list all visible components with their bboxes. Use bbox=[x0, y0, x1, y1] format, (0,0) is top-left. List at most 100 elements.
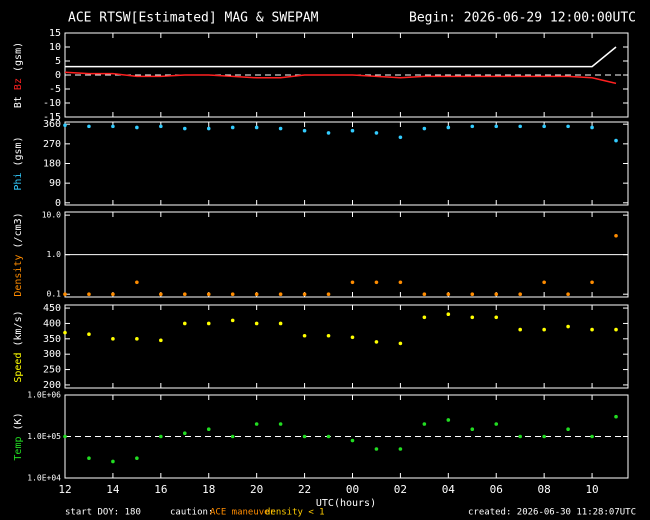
y-tick-label: 400 bbox=[43, 318, 61, 329]
footer-created: created: 2026-06-30 11:28:07UTC bbox=[468, 508, 636, 518]
x-tick-label: 04 bbox=[442, 483, 456, 496]
unit-label: (gsm) bbox=[13, 136, 24, 166]
chart-title: ACE RTSW[Estimated] MAG & SWEPAM bbox=[68, 11, 319, 26]
data-point bbox=[230, 434, 235, 439]
data-point bbox=[590, 434, 594, 439]
x-axis-label: UTC(hours) bbox=[316, 498, 376, 509]
data-point bbox=[494, 292, 499, 297]
footer-caution: caution: bbox=[170, 508, 213, 518]
data-point bbox=[87, 124, 91, 129]
data-point bbox=[135, 337, 139, 341]
y-tick-label: -5 bbox=[49, 84, 61, 95]
data-point bbox=[470, 315, 475, 320]
data-point bbox=[518, 434, 522, 439]
y-tick-label: 250 bbox=[43, 365, 61, 376]
data-point bbox=[350, 438, 355, 443]
y-tick-label: 450 bbox=[43, 303, 61, 314]
data-point bbox=[159, 434, 163, 439]
data-point bbox=[135, 456, 139, 460]
unit-label: (K) bbox=[13, 412, 24, 430]
data-point bbox=[518, 292, 522, 297]
data-point bbox=[302, 434, 307, 439]
data-point bbox=[230, 292, 235, 297]
data-point bbox=[87, 332, 91, 337]
data-point bbox=[374, 340, 379, 344]
y-tick-label: 350 bbox=[43, 334, 61, 345]
data-point bbox=[350, 280, 355, 285]
data-point bbox=[422, 292, 427, 297]
data-point bbox=[254, 125, 259, 130]
legend-entry: Density bbox=[13, 255, 24, 297]
data-point bbox=[542, 124, 546, 129]
data-point bbox=[518, 124, 522, 129]
legend-entry: Bz bbox=[13, 78, 24, 90]
legend-entry: Bt bbox=[13, 96, 24, 108]
y-tick-label: 200 bbox=[43, 380, 61, 391]
data-point bbox=[542, 280, 546, 285]
footer-start: start DOY: 180 bbox=[65, 508, 141, 518]
data-point bbox=[206, 427, 211, 431]
y-axis-label: Phi (gsm) bbox=[13, 136, 24, 190]
y-tick-label: 10 bbox=[49, 42, 61, 53]
data-point bbox=[542, 327, 546, 332]
data-point bbox=[590, 125, 594, 130]
data-point bbox=[135, 280, 139, 285]
series-line bbox=[65, 46, 617, 68]
data-point bbox=[159, 338, 163, 343]
data-point bbox=[302, 292, 307, 297]
data-point bbox=[566, 124, 570, 129]
data-point bbox=[398, 280, 403, 285]
begin-time: Begin: 2026-06-29 12:00:00UTC bbox=[409, 11, 636, 26]
data-point bbox=[350, 128, 355, 133]
data-point bbox=[566, 292, 570, 297]
data-point bbox=[302, 333, 307, 338]
panel-frame bbox=[64, 121, 629, 206]
y-axis-label: Bt Bz (gsm) bbox=[13, 42, 24, 108]
legend-entry: Temp bbox=[13, 437, 24, 461]
legend-entry: Speed bbox=[13, 353, 24, 383]
footer-maneuver: ACE maneuver bbox=[210, 508, 276, 518]
x-tick-label: 14 bbox=[106, 483, 120, 496]
y-tick-label: 1.0 bbox=[47, 250, 62, 259]
y-tick-label: 1.0E+06 bbox=[27, 391, 61, 400]
data-point bbox=[230, 318, 235, 323]
unit-label: (gsm) bbox=[13, 42, 24, 72]
data-point bbox=[182, 126, 187, 131]
data-point bbox=[542, 434, 546, 439]
data-point bbox=[398, 135, 403, 140]
data-point bbox=[446, 418, 451, 422]
x-tick-label: 18 bbox=[202, 483, 215, 496]
data-point bbox=[135, 125, 139, 130]
data-point bbox=[63, 292, 67, 297]
x-tick-label: 02 bbox=[394, 483, 407, 496]
x-tick-label: 06 bbox=[490, 483, 503, 496]
y-tick-label: 15 bbox=[49, 28, 61, 39]
footer-density: density < 1 bbox=[265, 508, 325, 518]
data-point bbox=[326, 333, 331, 338]
y-tick-label: 0 bbox=[55, 198, 61, 209]
data-point bbox=[614, 234, 618, 238]
series-line bbox=[64, 71, 617, 85]
data-point bbox=[182, 321, 187, 326]
x-tick-label: 20 bbox=[250, 483, 263, 496]
data-point bbox=[111, 124, 115, 129]
data-point bbox=[182, 431, 187, 436]
x-tick-label: 16 bbox=[154, 483, 167, 496]
data-point bbox=[326, 131, 331, 135]
data-point bbox=[278, 321, 283, 326]
y-tick-label: 90 bbox=[49, 178, 61, 189]
data-point bbox=[374, 447, 379, 451]
x-tick-label: 22 bbox=[298, 483, 311, 496]
data-point bbox=[63, 123, 67, 128]
data-point bbox=[206, 292, 211, 297]
y-tick-label: 180 bbox=[43, 159, 61, 170]
y-tick-label: -15 bbox=[43, 112, 61, 123]
data-point bbox=[374, 131, 379, 135]
y-tick-label: 1.0E+05 bbox=[27, 432, 61, 441]
data-point bbox=[446, 312, 451, 317]
data-point bbox=[422, 315, 427, 320]
data-point bbox=[614, 138, 618, 143]
data-point bbox=[206, 321, 211, 326]
data-point bbox=[470, 427, 475, 431]
data-point bbox=[398, 341, 403, 346]
